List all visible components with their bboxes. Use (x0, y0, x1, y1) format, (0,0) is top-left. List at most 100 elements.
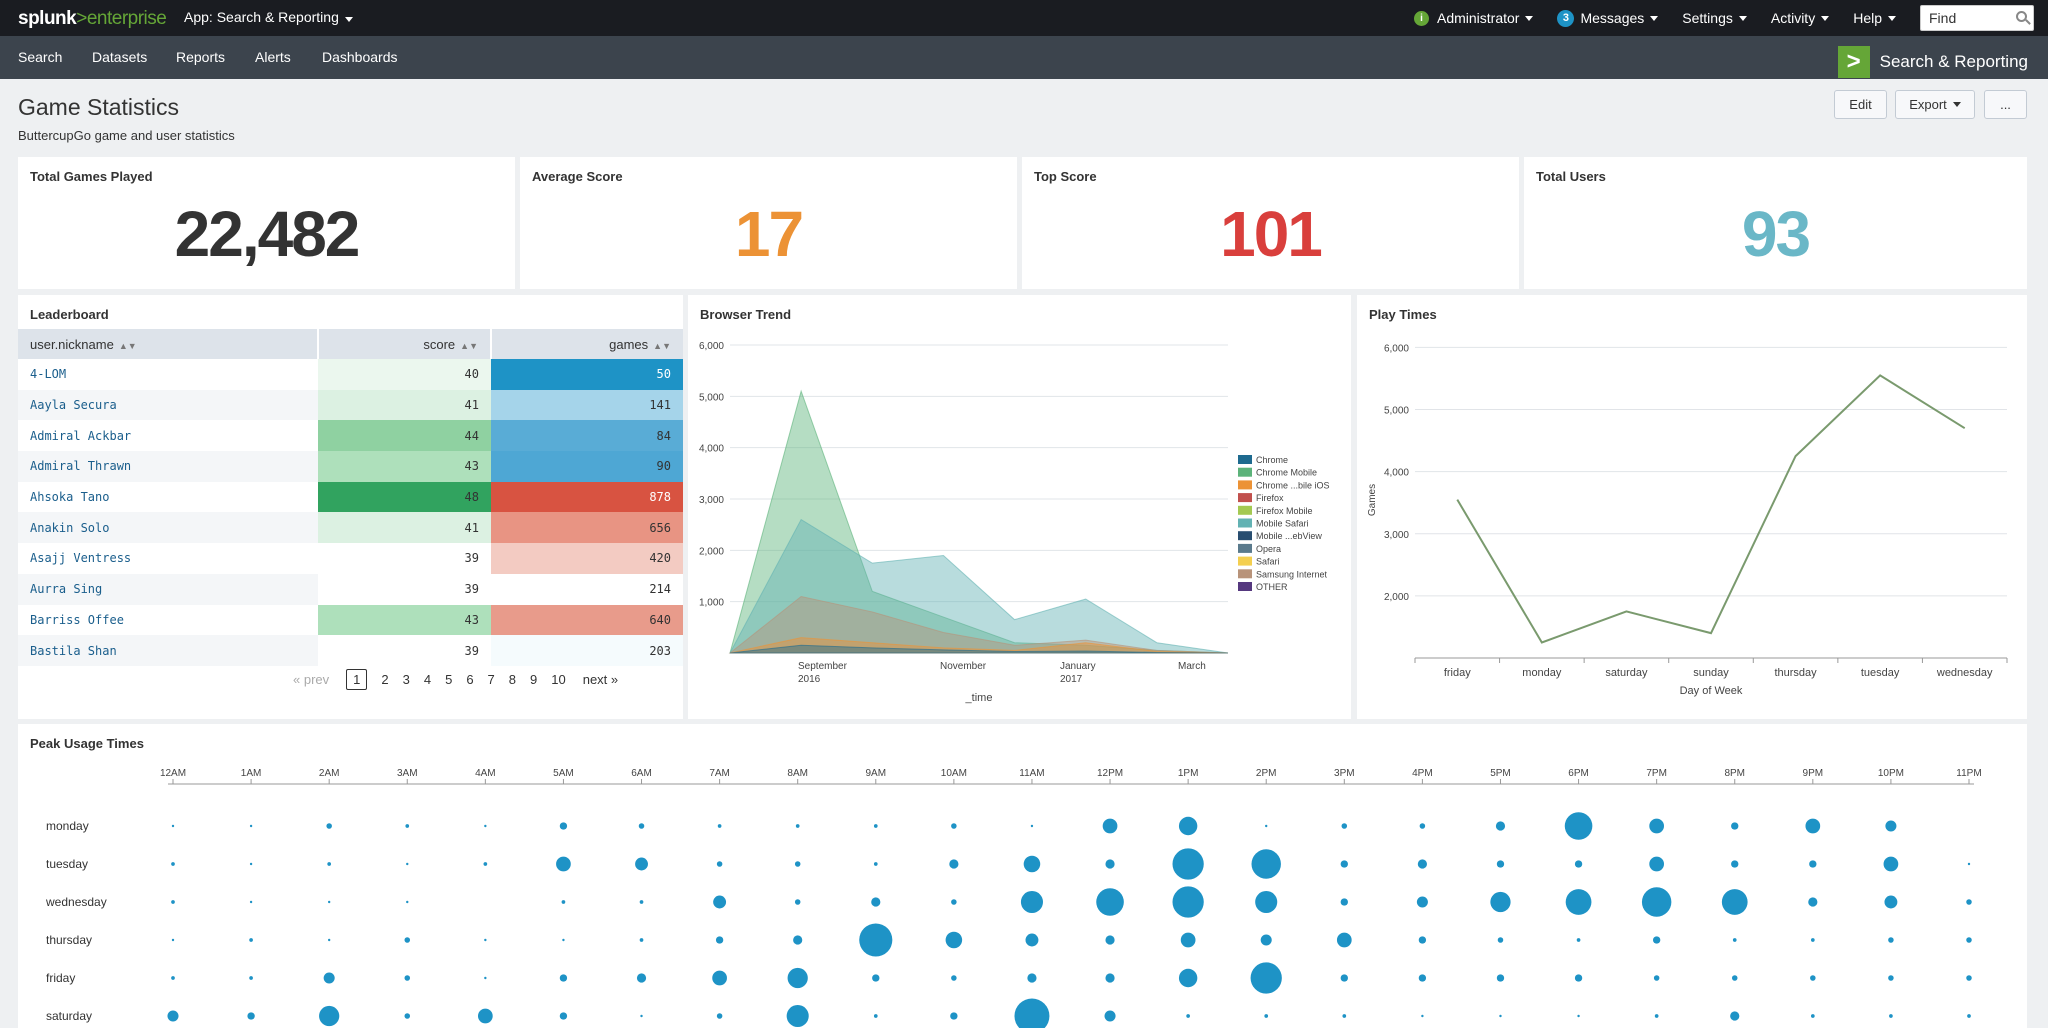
usage-bubble[interactable] (1014, 998, 1050, 1028)
nav-datasets[interactable]: Datasets (92, 49, 148, 65)
usage-bubble[interactable] (1966, 975, 1972, 981)
usage-bubble[interactable] (1966, 937, 1972, 943)
usage-bubble[interactable] (1104, 1010, 1116, 1022)
page-link-9[interactable]: 9 (530, 672, 538, 687)
usage-bubble[interactable] (484, 938, 487, 942)
nav-reports[interactable]: Reports (176, 49, 226, 65)
legend-label[interactable]: Opera (1256, 544, 1281, 554)
usage-bubble[interactable] (1186, 1014, 1190, 1018)
usage-bubble[interactable] (249, 862, 253, 866)
usage-bubble[interactable] (1105, 973, 1115, 983)
page-link-8[interactable]: 8 (508, 672, 517, 687)
usage-bubble[interactable] (559, 974, 568, 982)
usage-bubble[interactable] (1721, 889, 1748, 915)
usage-bubble[interactable] (639, 900, 644, 904)
next-page-link[interactable]: next » (582, 672, 619, 687)
usage-bubble[interactable] (951, 975, 957, 981)
kpi-value[interactable]: 93 (1741, 198, 1811, 270)
usage-bubble[interactable] (556, 856, 571, 872)
help-menu[interactable]: Help (1853, 10, 1896, 26)
usage-bubble[interactable] (405, 824, 410, 828)
usage-bubble[interactable] (1023, 855, 1041, 873)
usage-bubble[interactable] (406, 862, 409, 866)
usage-bubble[interactable] (951, 823, 957, 829)
usage-bubble[interactable] (323, 972, 335, 984)
usage-bubble[interactable] (327, 862, 332, 866)
usage-bubble[interactable] (795, 824, 800, 828)
usage-bubble[interactable] (1889, 1014, 1893, 1018)
find-input[interactable]: Find (1920, 5, 2034, 31)
usage-bubble[interactable] (859, 923, 893, 957)
cell-nickname[interactable]: Bastila Shan (30, 643, 117, 658)
usage-bubble[interactable] (638, 823, 645, 829)
usage-bubble[interactable] (1025, 933, 1039, 947)
usage-bubble[interactable] (1030, 824, 1034, 828)
cell-nickname[interactable]: Anakin Solo (30, 520, 110, 535)
usage-bubble[interactable] (484, 824, 487, 828)
usage-bubble[interactable] (716, 861, 723, 867)
table-row[interactable]: Barriss Offee 43 640 (18, 604, 683, 636)
usage-bubble[interactable] (1260, 934, 1272, 946)
usage-bubble[interactable] (873, 1014, 878, 1018)
usage-bubble[interactable] (484, 976, 487, 980)
usage-bubble[interactable] (1496, 860, 1505, 868)
usage-bubble[interactable] (1810, 1014, 1815, 1018)
usage-bubble[interactable] (326, 823, 332, 829)
usage-bubble[interactable] (1340, 898, 1348, 906)
usage-bubble[interactable] (715, 936, 724, 944)
usage-bubble[interactable] (1497, 937, 1504, 943)
usage-bubble[interactable] (249, 824, 253, 828)
legend-label[interactable]: Chrome Mobile (1256, 468, 1317, 478)
usage-bubble[interactable] (1732, 938, 1737, 942)
export-button[interactable]: Export (1895, 90, 1975, 119)
area-series-1[interactable] (729, 518, 1229, 654)
kpi-value[interactable]: 101 (1220, 198, 1323, 270)
browser-trend-chart[interactable]: 6,000 5,000 4,000 3,000 2,000 1,000 September 2… (688, 295, 1351, 719)
app-menu[interactable]: App: Search & Reporting (184, 9, 353, 25)
usage-bubble[interactable] (787, 967, 808, 989)
usage-bubble[interactable] (562, 938, 565, 942)
usage-bubble[interactable] (559, 1012, 568, 1020)
usage-bubble[interactable] (171, 938, 175, 942)
usage-bubble[interactable] (873, 862, 878, 866)
usage-bubble[interactable] (249, 938, 253, 942)
usage-bubble[interactable] (1731, 822, 1739, 830)
cell-nickname[interactable]: Aurra Sing (30, 582, 103, 597)
usage-bubble[interactable] (1495, 821, 1506, 831)
usage-bubble[interactable] (1810, 938, 1815, 942)
usage-bubble[interactable] (247, 1012, 255, 1020)
legend-label[interactable]: Chrome ...bile iOS (1256, 480, 1330, 490)
usage-bubble[interactable] (794, 861, 801, 867)
usage-bubble[interactable] (1342, 1014, 1347, 1018)
table-row[interactable]: 4-LOM 40 50 (18, 359, 683, 390)
page-link-7[interactable]: 7 (487, 672, 495, 687)
page-link-3[interactable]: 3 (402, 672, 410, 687)
usage-bubble[interactable] (1654, 1014, 1659, 1018)
page-link-2[interactable]: 2 (381, 672, 389, 687)
legend-label[interactable]: Firefox Mobile (1256, 506, 1313, 516)
legend-label[interactable]: Samsung Internet (1256, 569, 1328, 579)
cell-nickname[interactable]: Admiral Thrawn (30, 459, 132, 474)
usage-bubble[interactable] (1966, 899, 1972, 905)
app-title[interactable]: > Search & Reporting (1837, 46, 2028, 78)
usage-bubble[interactable] (640, 1014, 643, 1018)
kpi-value[interactable]: 17 (734, 198, 804, 270)
usage-bubble[interactable] (1809, 860, 1817, 868)
table-row[interactable]: Bastila Shan 39 203 (18, 635, 683, 666)
usage-bubble[interactable] (1340, 974, 1348, 982)
usage-bubble[interactable] (1180, 932, 1196, 948)
page-link-10[interactable]: 10 (551, 672, 566, 687)
cell-nickname[interactable]: Admiral Ackbar (30, 428, 132, 443)
usage-bubble[interactable] (1576, 938, 1581, 942)
table-row[interactable]: Admiral Thrawn 43 90 (18, 451, 683, 482)
usage-bubble[interactable] (1652, 936, 1661, 944)
usage-bubble[interactable] (1102, 818, 1118, 834)
cell-nickname[interactable]: Aayla Secura (30, 398, 117, 413)
usage-bubble[interactable] (713, 895, 727, 909)
usage-bubble[interactable] (1499, 1014, 1502, 1018)
usage-bubble[interactable] (1265, 824, 1268, 828)
usage-bubble[interactable] (945, 931, 963, 949)
usage-bubble[interactable] (1178, 968, 1198, 988)
usage-bubble[interactable] (404, 1013, 411, 1019)
cell-nickname[interactable]: Ahsoka Tano (30, 490, 110, 505)
